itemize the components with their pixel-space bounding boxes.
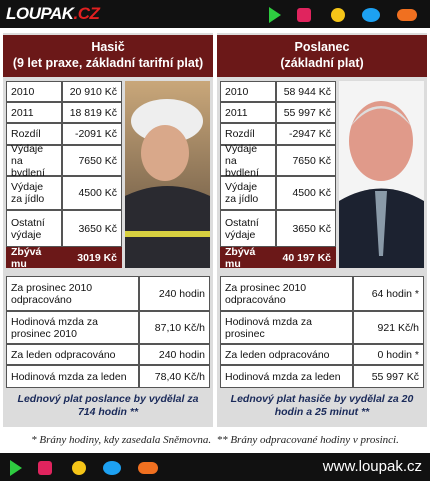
row-label: Ostatní výdaje	[220, 210, 276, 247]
row-value: 58 944 Kč	[276, 81, 336, 102]
smile-icon[interactable]	[331, 8, 345, 22]
hours-value: 55 997 Kč	[353, 365, 424, 388]
portrait	[125, 99, 210, 268]
row-value: 3650 Kč	[276, 210, 336, 247]
row-value: -2947 Kč	[276, 123, 336, 145]
gamepad-icon[interactable]	[397, 9, 417, 21]
hours-label: Za leden odpracováno	[6, 344, 139, 365]
footnotes: * Brány hodiny, kdy zasedala Sněmovna. *…	[0, 434, 430, 446]
logo[interactable]: LOUPAK.CZ	[6, 4, 100, 24]
chat-icon[interactable]	[362, 8, 380, 22]
hours-value: 87,10 Kč/h	[139, 311, 210, 344]
bottom-bar: www.loupak.cz	[0, 453, 430, 481]
remaining-label: Zbývá mu	[220, 246, 276, 270]
note: Lednový plat poslance by vydělal za 714 …	[17, 393, 199, 418]
column: Hasič (9 let praxe, základní tarifní plat…	[3, 33, 213, 427]
logo-text: LOUPAK	[6, 4, 74, 23]
note: Lednový plat hasiče by vydělal za 20 hod…	[230, 393, 414, 418]
play-icon[interactable]	[10, 460, 22, 476]
row-label: Výdaje na bydlení	[6, 143, 62, 179]
column-title: Poslanec	[294, 40, 350, 54]
row-label: 2010	[220, 81, 276, 102]
hours-value: 240 hodin	[139, 344, 210, 365]
photo	[339, 81, 424, 268]
play-icon[interactable]	[269, 7, 281, 23]
column-subtitle: (základní plat)	[280, 56, 364, 70]
row-value: -2091 Kč	[62, 123, 122, 145]
column: Poslanec (základní plat) 2010 58 944 Kč 2011…	[217, 33, 427, 427]
row-value: 20 910 Kč	[62, 81, 122, 102]
hours-label: Za prosinec 2010 odpracováno	[220, 276, 353, 311]
row-value: 7650 Kč	[276, 145, 336, 176]
footnote: * Brány hodiny, kdy zasedala Sněmovna.	[31, 434, 212, 446]
social-icons	[269, 7, 417, 23]
hours-label: Hodinová mzda za leden	[6, 365, 139, 388]
hours-value: 64 hodin *	[353, 276, 424, 311]
portrait	[339, 101, 424, 268]
chat-icon[interactable]	[103, 461, 121, 475]
row-label: Výdaje na bydlení	[220, 143, 276, 179]
hours-value: 921 Kč/h	[353, 311, 424, 344]
hours-value: 240 hodin	[139, 276, 210, 311]
column-header: Hasič (9 let praxe, základní tarifní plat…	[3, 35, 213, 77]
row-value: 4500 Kč	[276, 176, 336, 210]
row-value: 55 997 Kč	[276, 102, 336, 123]
row-label: 2011	[6, 102, 62, 123]
row-value: 3650 Kč	[62, 210, 122, 247]
infographic: Hasič (9 let praxe, základní tarifní plat…	[0, 28, 430, 452]
hours-label: Hodinová mzda za prosinec	[220, 311, 353, 344]
column-header: Poslanec (základní plat)	[217, 35, 427, 77]
site-url[interactable]: www.loupak.cz	[322, 458, 422, 475]
remaining-value: 3019 Kč	[62, 247, 122, 268]
social-icons	[10, 460, 158, 476]
hours-value: 78,40 Kč/h	[139, 365, 210, 388]
row-value: 4500 Kč	[62, 176, 122, 210]
hours-value: 0 hodin *	[353, 344, 424, 365]
top-bar: LOUPAK.CZ	[0, 0, 430, 28]
row-label: Výdaje za jídlo	[220, 176, 276, 210]
gamepad-icon[interactable]	[138, 462, 158, 474]
column-title: Hasič	[91, 40, 125, 54]
hours-label: Hodinová mzda za prosinec 2010	[6, 311, 139, 344]
instagram-icon[interactable]	[297, 8, 311, 22]
hours-label: Za leden odpracováno	[220, 344, 353, 365]
hours-label: Za prosinec 2010 odpracováno	[6, 276, 139, 311]
row-label: 2011	[220, 102, 276, 123]
photo	[125, 81, 210, 268]
column-subtitle: (9 let praxe, základní tarifní plat)	[12, 56, 204, 70]
row-label: Rozdíl	[6, 123, 62, 145]
row-label: Ostatní výdaje	[6, 210, 62, 247]
row-label: 2010	[6, 81, 62, 102]
remaining-label: Zbývá mu	[6, 246, 62, 270]
remaining-value: 40 197 Kč	[276, 247, 336, 268]
footnote: ** Brány odpracované hodiny v prosinci.	[216, 434, 399, 446]
row-label: Rozdíl	[220, 123, 276, 145]
row-value: 7650 Kč	[62, 145, 122, 176]
row-value: 18 819 Kč	[62, 102, 122, 123]
hours-label: Hodinová mzda za leden	[220, 365, 353, 388]
smile-icon[interactable]	[72, 461, 86, 475]
logo-suffix: .CZ	[73, 4, 100, 23]
row-label: Výdaje za jídlo	[6, 176, 62, 210]
instagram-icon[interactable]	[38, 461, 52, 475]
